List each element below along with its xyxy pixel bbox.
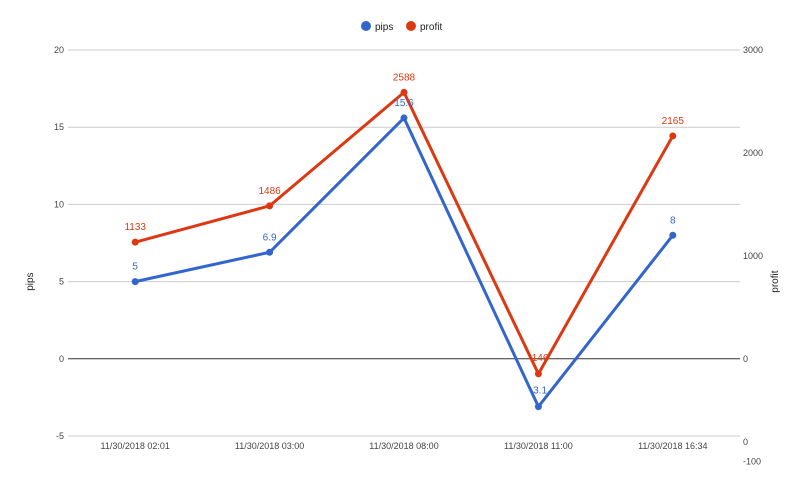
- data-label-pips: 6.9: [263, 232, 277, 243]
- data-point-pips: [669, 231, 677, 239]
- data-point-profit: [534, 370, 542, 378]
- data-label-profit: 2165: [662, 116, 685, 127]
- data-point-pips: [131, 278, 139, 286]
- series-line-profit: [134, 90, 675, 376]
- y-left-tick-label: 15: [54, 122, 64, 132]
- y-left-tick-label: 10: [54, 199, 64, 209]
- data-point-profit: [400, 88, 408, 96]
- y-left-tick-label: -5: [56, 431, 64, 441]
- data-label-pips: 5: [132, 262, 138, 273]
- y-right-tick-label: 0: [743, 437, 748, 447]
- x-tick-label: 11/30/2018 08:00: [369, 441, 438, 451]
- data-label-pips: -3.1: [530, 386, 548, 397]
- data-point-pips: [400, 114, 408, 122]
- x-tick-label: 11/30/2018 03:00: [235, 441, 304, 451]
- data-point-profit: [669, 132, 677, 140]
- y-left-axis-title: pips: [25, 272, 36, 290]
- y-right-tick-label: 3000: [743, 45, 763, 55]
- x-tick-label: 11/30/2018 02:01: [100, 441, 169, 451]
- data-label-profit: 1133: [124, 222, 146, 233]
- legend-label-pips: pips: [375, 22, 393, 33]
- y-right-tick-label: 0: [743, 354, 748, 364]
- data-label-pips: 15.6: [394, 98, 414, 109]
- x-tick-label: 11/30/2018 11:00: [504, 441, 573, 451]
- x-tick-label: 11/30/2018 16:34: [638, 441, 707, 451]
- data-label-profit: 2588: [393, 72, 416, 83]
- y-left-tick-label: 20: [54, 45, 64, 55]
- data-label-profit: -146: [528, 353, 548, 364]
- data-label-profit: 1486: [258, 186, 281, 197]
- data-point-profit: [266, 202, 274, 210]
- y-right-tick-label: 1000: [743, 251, 763, 261]
- y-left-tick-label: 5: [59, 277, 64, 287]
- y-right-tick-label: -100: [743, 457, 761, 467]
- y-right-tick-label: 2000: [743, 148, 763, 158]
- data-point-pips: [266, 248, 274, 256]
- series-line-pips: [134, 116, 674, 409]
- data-point-pips: [534, 403, 542, 411]
- y-left-tick-label: 0: [59, 354, 64, 364]
- legend-marker-pips: [361, 21, 371, 31]
- y-right-axis-title: profit: [770, 270, 781, 292]
- legend-marker-profit: [406, 21, 416, 31]
- data-point-profit: [131, 238, 139, 246]
- legend-label-profit: profit: [420, 22, 442, 33]
- data-label-pips: 8: [670, 215, 676, 226]
